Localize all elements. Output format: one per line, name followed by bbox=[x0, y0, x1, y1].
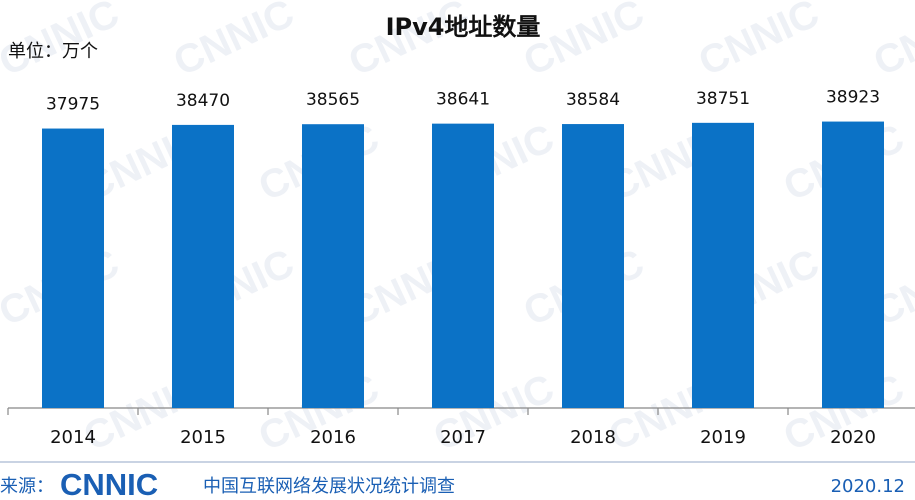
x-tick-label: 2017 bbox=[440, 427, 486, 448]
bar bbox=[172, 124, 234, 408]
watermark: CNNIC bbox=[867, 0, 915, 84]
x-tick-label: 2019 bbox=[700, 427, 746, 448]
value-label: 38641 bbox=[436, 90, 490, 110]
bar bbox=[692, 122, 754, 408]
x-tick-label: 2018 bbox=[570, 427, 616, 448]
source-label: 来源： bbox=[0, 476, 54, 497]
value-label: 38584 bbox=[566, 90, 620, 110]
x-tick-label: 2015 bbox=[180, 427, 226, 448]
chart-title: IPv4地址数量 bbox=[386, 13, 541, 41]
bar bbox=[562, 124, 624, 408]
value-label: 37975 bbox=[46, 95, 100, 115]
date: 2020.12 bbox=[831, 476, 905, 497]
value-label: 38565 bbox=[306, 90, 360, 110]
x-tick-label: 2016 bbox=[310, 427, 356, 448]
unit-label: 单位：万个 bbox=[8, 41, 98, 62]
x-tick-label: 2020 bbox=[830, 427, 876, 448]
watermark: CNNIC bbox=[692, 0, 825, 84]
bar bbox=[822, 121, 884, 408]
value-label: 38923 bbox=[826, 88, 880, 108]
value-label: 38470 bbox=[176, 91, 230, 111]
bar bbox=[302, 124, 364, 408]
bar bbox=[42, 128, 104, 408]
bar bbox=[432, 123, 494, 408]
watermark: CNNIC bbox=[167, 0, 300, 84]
x-tick-label: 2014 bbox=[50, 427, 96, 448]
logo: CNNIC bbox=[60, 467, 158, 500]
survey-name: 中国互联网络发展状况统计调查 bbox=[203, 476, 455, 497]
value-label: 38751 bbox=[696, 89, 750, 109]
